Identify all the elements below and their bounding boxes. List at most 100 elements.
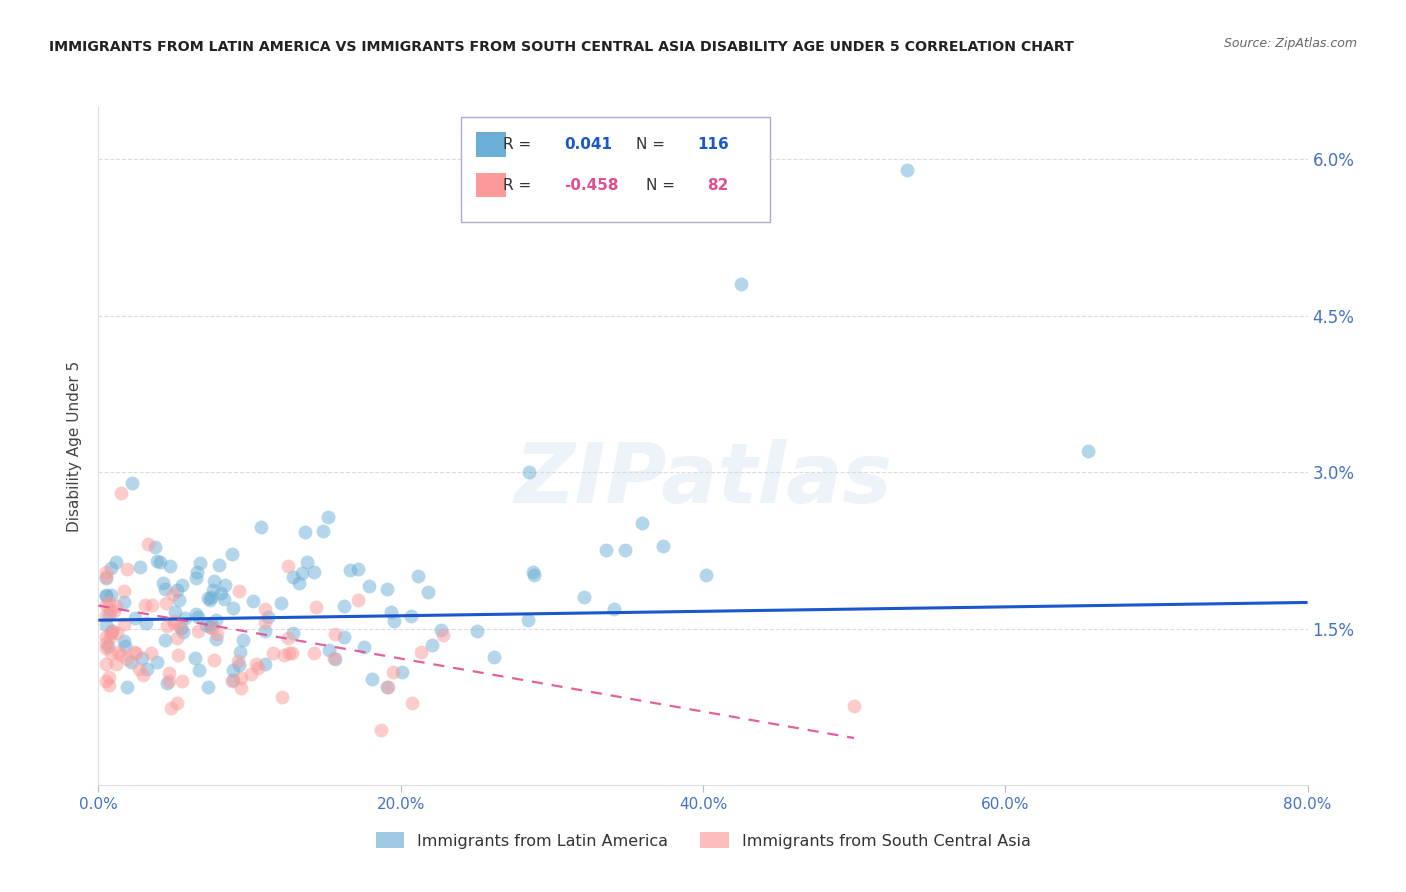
- Point: [695, 568, 717, 582]
- Point: [187, 610, 209, 624]
- Point: [228, 657, 250, 672]
- Point: [97, 607, 120, 622]
- Point: [184, 607, 207, 621]
- Point: [166, 632, 188, 646]
- Point: [104, 555, 127, 569]
- Point: [305, 600, 328, 615]
- Point: [136, 662, 159, 676]
- Point: [188, 556, 211, 570]
- Point: [156, 619, 179, 633]
- Point: [159, 559, 181, 574]
- Point: [603, 602, 626, 616]
- Point: [125, 646, 148, 660]
- Point: [200, 616, 222, 631]
- Point: [202, 574, 225, 588]
- Point: [281, 626, 304, 640]
- Text: -0.458: -0.458: [564, 178, 619, 193]
- Point: [115, 651, 138, 665]
- Point: [198, 620, 221, 634]
- Point: [318, 642, 340, 657]
- Point: [132, 668, 155, 682]
- Point: [121, 475, 143, 490]
- Point: [104, 599, 127, 614]
- Point: [100, 626, 122, 640]
- Point: [323, 652, 346, 666]
- Y-axis label: Disability Age Under 5: Disability Age Under 5: [67, 360, 83, 532]
- Point: [613, 543, 636, 558]
- Text: R =: R =: [503, 178, 537, 193]
- Point: [94, 571, 117, 585]
- Point: [270, 596, 292, 610]
- Point: [166, 583, 188, 598]
- Point: [94, 635, 117, 649]
- Point: [124, 611, 146, 625]
- Point: [222, 601, 245, 615]
- Text: 82: 82: [707, 178, 728, 193]
- Point: [346, 562, 368, 576]
- Point: [228, 584, 250, 599]
- Point: [221, 547, 243, 561]
- Point: [380, 606, 402, 620]
- Point: [323, 627, 346, 641]
- Point: [166, 696, 188, 710]
- Point: [163, 605, 186, 619]
- Text: 116: 116: [697, 136, 728, 152]
- Point: [94, 598, 117, 612]
- Point: [391, 665, 413, 679]
- Point: [103, 604, 125, 618]
- Point: [94, 640, 117, 655]
- Point: [156, 675, 179, 690]
- Point: [112, 595, 135, 609]
- Point: [94, 657, 117, 671]
- Point: [94, 565, 117, 579]
- FancyBboxPatch shape: [475, 132, 506, 156]
- Point: [222, 663, 245, 677]
- Point: [201, 583, 224, 598]
- Point: [842, 699, 865, 714]
- Point: [353, 640, 375, 654]
- Point: [429, 623, 451, 637]
- Point: [139, 646, 162, 660]
- Point: [465, 624, 488, 638]
- Point: [375, 582, 398, 596]
- Point: [262, 646, 284, 660]
- Point: [277, 632, 299, 646]
- Point: [186, 565, 208, 579]
- Point: [100, 646, 122, 660]
- Point: [197, 680, 219, 694]
- Point: [422, 639, 444, 653]
- Point: [517, 613, 540, 627]
- Point: [522, 565, 544, 579]
- Point: [204, 632, 226, 646]
- Point: [253, 624, 276, 639]
- Point: [100, 588, 122, 602]
- Point: [94, 631, 117, 645]
- Point: [277, 646, 299, 660]
- Point: [195, 618, 218, 632]
- Point: [288, 576, 311, 591]
- Point: [136, 537, 159, 551]
- Point: [94, 589, 117, 603]
- FancyBboxPatch shape: [475, 173, 506, 197]
- Point: [98, 669, 121, 683]
- Point: [595, 542, 617, 557]
- Point: [97, 595, 120, 609]
- Point: [231, 672, 253, 686]
- Point: [339, 563, 361, 577]
- Text: R =: R =: [503, 136, 537, 152]
- Point: [146, 554, 169, 568]
- Point: [122, 645, 145, 659]
- Point: [277, 558, 299, 573]
- Point: [283, 570, 305, 584]
- Point: [197, 591, 219, 605]
- Point: [94, 607, 117, 622]
- Point: [347, 592, 370, 607]
- Point: [170, 621, 193, 635]
- Point: [360, 673, 382, 687]
- Point: [209, 586, 232, 600]
- Point: [205, 626, 228, 640]
- Point: [146, 655, 169, 669]
- Point: [322, 651, 344, 665]
- Point: [97, 639, 120, 653]
- Point: [1077, 444, 1099, 458]
